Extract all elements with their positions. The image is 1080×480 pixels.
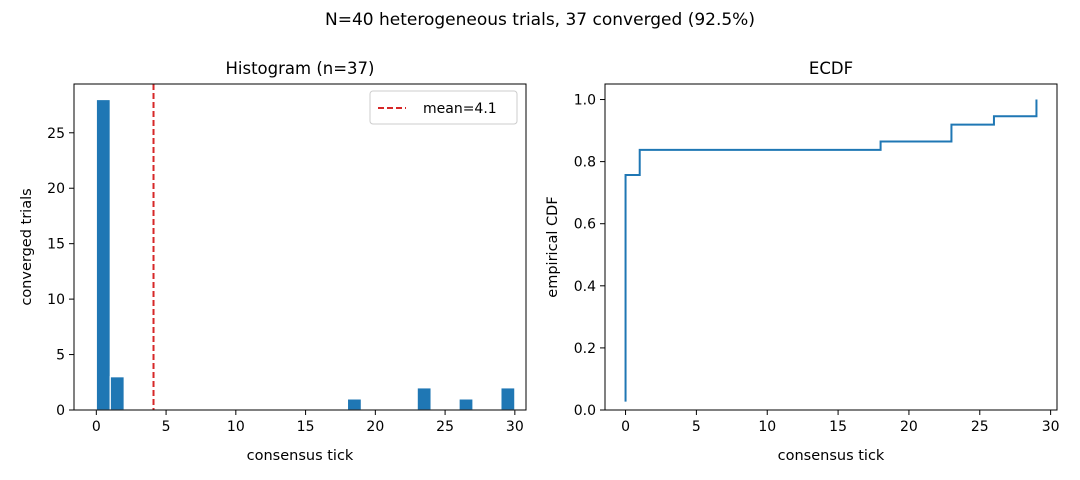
x-tick-label: 10 — [227, 419, 245, 435]
histogram-bar — [109, 376, 125, 411]
y-tick-label: 25 — [47, 126, 65, 142]
y-tick-label: 0 — [56, 403, 65, 419]
ecdf-ticks: 0 5 10 15 20 25 30 0.0 0.2 0.4 0.6 0.8 1.0 — [574, 93, 1060, 435]
x-tick-label: 30 — [506, 419, 524, 435]
x-tick-label: 15 — [297, 419, 315, 435]
y-tick-label: 0.6 — [574, 217, 596, 233]
histogram-title: Histogram (n=37) — [226, 59, 375, 78]
ecdf-panel: ECDF 0 5 10 15 20 25 30 0.0 0.2 0.4 0.6 0.8 1.0 cons… — [545, 59, 1060, 464]
legend-mean-label: mean=4.1 — [423, 101, 497, 117]
y-tick-label: 0.0 — [574, 403, 596, 419]
histogram-ticks: 0 5 10 15 20 25 30 0 5 10 15 20 25 — [47, 126, 524, 435]
histogram-axes-frame — [73, 83, 527, 411]
x-tick-label: 20 — [900, 419, 918, 435]
ecdf-title: ECDF — [809, 59, 853, 78]
x-tick-label: 25 — [971, 419, 989, 435]
y-tick-label: 0.4 — [574, 279, 596, 295]
x-tick-label: 0 — [621, 419, 630, 435]
ecdf-step-line — [624, 99, 1038, 402]
figure-suptitle: N=40 heterogeneous trials, 37 converged … — [325, 10, 755, 30]
ecdf-ylabel: empirical CDF — [545, 196, 561, 297]
legend-box — [369, 90, 518, 125]
histogram-bar — [95, 98, 111, 411]
histogram-legend: mean=4.1 — [369, 90, 518, 125]
y-tick-label: 15 — [47, 237, 65, 253]
y-tick-label: 10 — [47, 292, 65, 308]
x-tick-label: 5 — [162, 419, 171, 435]
y-tick-label: 0.2 — [574, 341, 596, 357]
histogram-ylabel: converged trials — [19, 188, 35, 305]
x-tick-label: 25 — [436, 419, 454, 435]
x-tick-label: 10 — [758, 419, 776, 435]
x-tick-label: 15 — [829, 419, 847, 435]
x-tick-label: 0 — [92, 419, 101, 435]
x-tick-label: 20 — [366, 419, 384, 435]
y-tick-label: 5 — [56, 348, 65, 364]
histogram-panel: Histogram (n=37) 0 5 10 15 20 25 300510152025 … — [19, 59, 527, 464]
histogram-xlabel: consensus tick — [247, 448, 354, 464]
y-tick-label: 20 — [47, 181, 65, 197]
ecdf-xlabel: consensus tick — [778, 448, 885, 464]
y-tick-label: 0.8 — [574, 155, 596, 171]
x-tick-label: 30 — [1042, 419, 1060, 435]
x-tick-label: 5 — [692, 419, 701, 435]
histogram-bars — [95, 98, 516, 411]
histogram-bar — [458, 398, 474, 411]
histogram-bar — [500, 387, 516, 411]
ecdf-axes-frame — [604, 83, 1058, 411]
y-tick-label: 1.0 — [574, 93, 596, 109]
histogram-bar — [346, 398, 362, 411]
histogram-bar — [416, 387, 432, 411]
